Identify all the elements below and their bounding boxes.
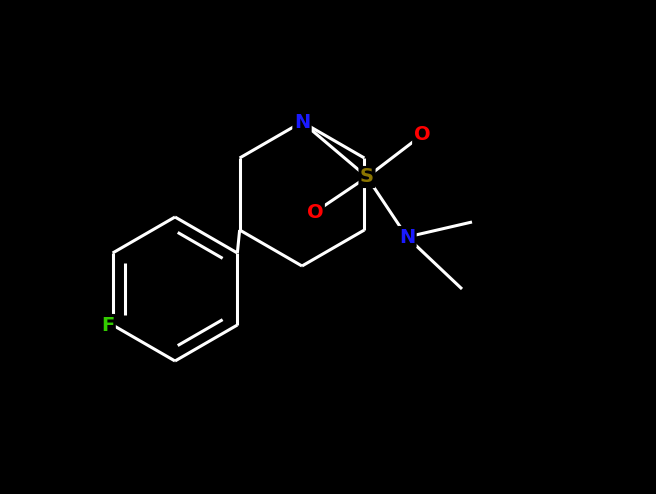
Text: O: O bbox=[414, 125, 430, 145]
Text: F: F bbox=[101, 316, 114, 334]
Text: O: O bbox=[307, 203, 323, 221]
Text: N: N bbox=[294, 113, 310, 131]
Text: S: S bbox=[360, 167, 374, 187]
Text: N: N bbox=[399, 228, 415, 247]
